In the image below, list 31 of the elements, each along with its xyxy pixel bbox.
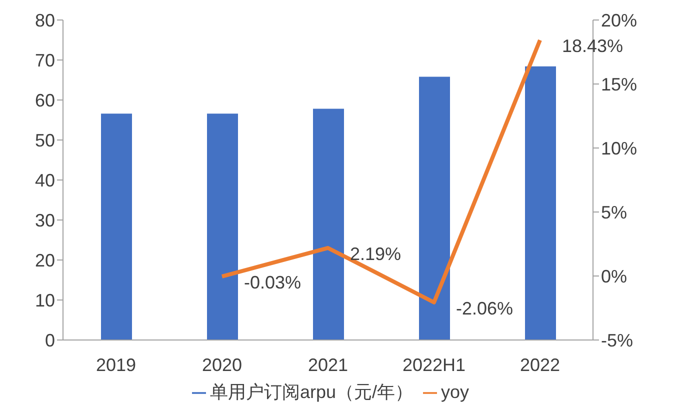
y-tick-label: 10	[34, 290, 55, 310]
y-tick-label: 20	[34, 250, 55, 270]
y2-tick-label: 20%	[601, 10, 638, 30]
y-tick-label: 30	[34, 210, 55, 230]
y2-tick-label: -5%	[601, 330, 634, 350]
y2-tick-label: 5%	[601, 202, 628, 222]
data-label: -0.03%	[244, 272, 302, 292]
bar	[101, 114, 132, 340]
y-tick-label: 60	[34, 90, 55, 110]
x-tick-label: 2022	[520, 354, 560, 375]
bar	[313, 108, 344, 340]
data-label: -2.06%	[456, 298, 514, 318]
bar	[207, 114, 238, 340]
y-tick-label: 70	[34, 50, 55, 70]
y-tick-label: 40	[34, 170, 55, 190]
x-tick-label: 2021	[308, 354, 348, 375]
y2-tick-label: 10%	[601, 138, 638, 158]
x-tick-label: 2020	[202, 354, 242, 375]
data-label: 18.43%	[562, 36, 624, 56]
legend-label: 单用户订阅arpu（元/年）	[210, 382, 413, 402]
y2-tick-label: 0%	[601, 266, 628, 286]
bar	[419, 76, 450, 340]
y-tick-label: 50	[34, 130, 55, 150]
bar	[525, 66, 556, 340]
x-tick-label: 2019	[96, 354, 136, 375]
y2-tick-label: 15%	[601, 74, 638, 94]
y-tick-label: 80	[34, 10, 55, 30]
x-tick-label: 2022H1	[402, 354, 466, 375]
y-tick-label: 0	[44, 330, 55, 350]
data-label: 2.19%	[350, 244, 402, 264]
legend-label: yoy	[441, 382, 470, 402]
